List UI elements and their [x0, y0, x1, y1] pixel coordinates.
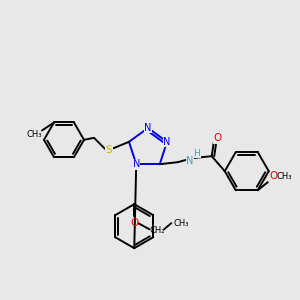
Text: S: S [106, 145, 112, 155]
Text: CH₃: CH₃ [26, 130, 42, 139]
Text: N: N [186, 156, 194, 166]
Text: N: N [163, 137, 171, 147]
Text: O: O [130, 218, 138, 228]
Text: CH₃: CH₃ [276, 172, 292, 181]
Text: O: O [214, 133, 222, 143]
Text: H: H [194, 149, 200, 158]
Text: N: N [133, 159, 140, 169]
Text: N: N [144, 123, 152, 133]
Text: O: O [270, 171, 278, 181]
Text: CH₃: CH₃ [173, 219, 189, 228]
Text: CH₂: CH₂ [149, 226, 165, 235]
